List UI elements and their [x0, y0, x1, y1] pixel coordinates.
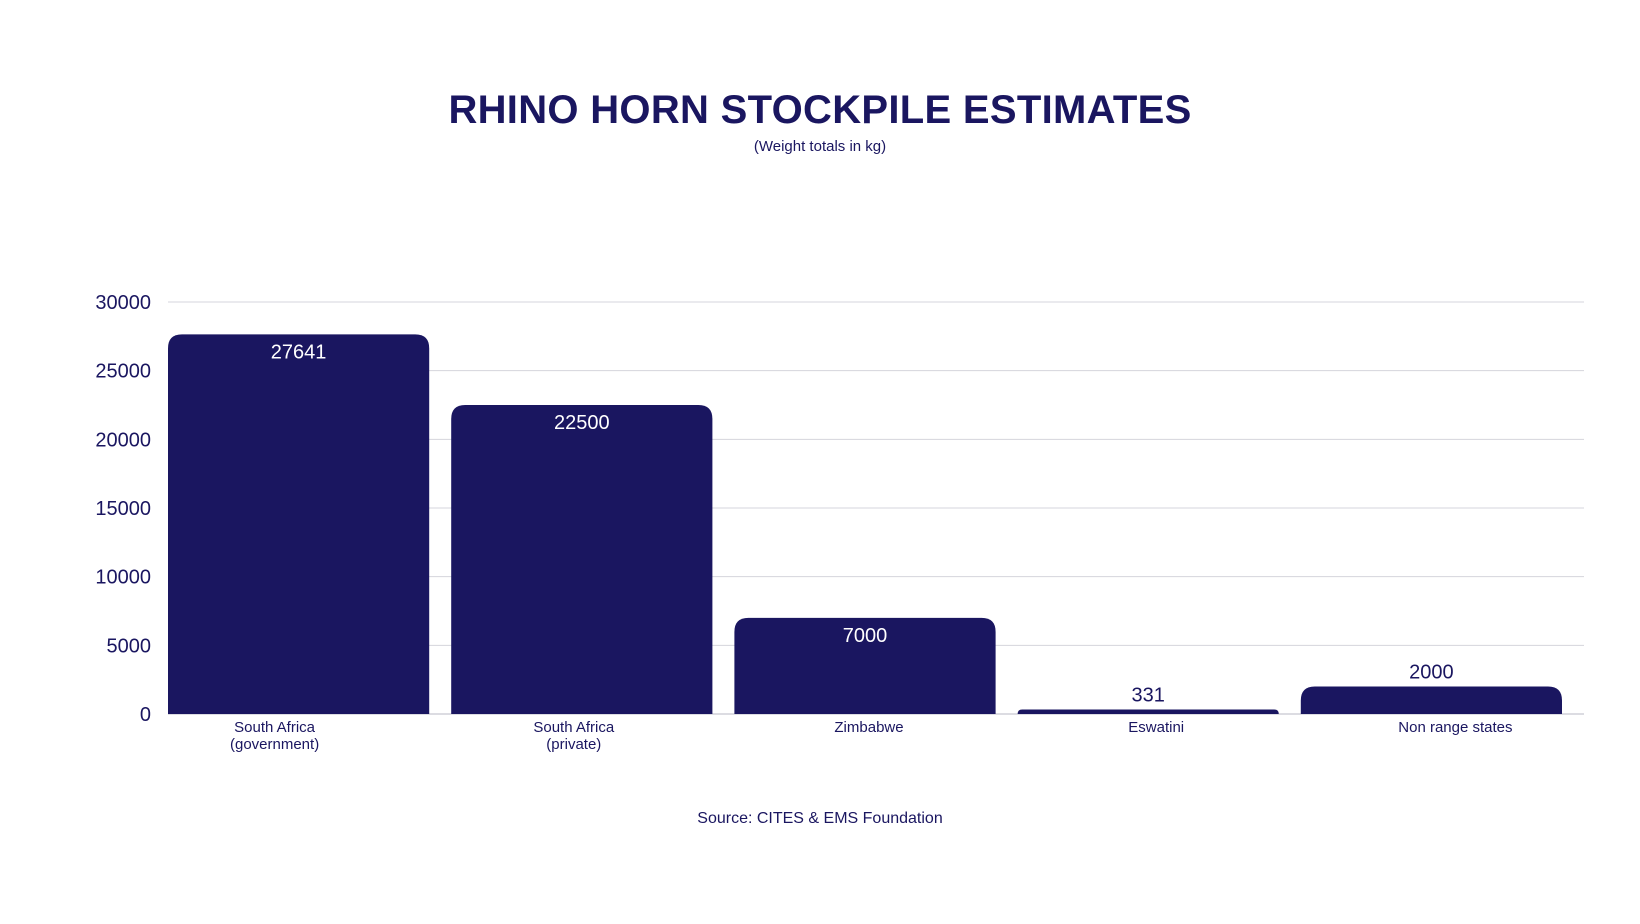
y-axis-ticks: 0 5000 10000 15000 20000 25000 30000 — [95, 292, 151, 726]
y-tick-label: 15000 — [95, 498, 151, 520]
bars — [168, 334, 1562, 714]
bar — [1300, 686, 1562, 714]
x-category-label: Non range states — [1398, 719, 1512, 736]
bar — [734, 617, 996, 714]
value-labels: 27641 22500 7000 331 2000 — [271, 341, 1454, 706]
y-tick-label: 25000 — [95, 361, 151, 383]
y-tick-label: 0 — [140, 704, 151, 726]
y-tick-label: 10000 — [95, 567, 151, 589]
y-tick-label: 20000 — [95, 429, 151, 451]
bar — [1017, 709, 1279, 714]
y-tick-label: 30000 — [95, 292, 151, 314]
x-category-label: Zimbabwe — [834, 719, 903, 736]
x-axis-categories: South Africa (government) South Africa (pri… — [230, 719, 1513, 753]
value-label: 7000 — [843, 625, 888, 647]
chart-subtitle: (Weight totals in kg) — [753, 138, 887, 155]
x-category-label: South Africa (private) — [533, 719, 615, 753]
bar — [168, 334, 430, 714]
x-category-label: Eswatini — [1128, 719, 1184, 736]
value-label: 27641 — [271, 341, 327, 363]
value-label: 22500 — [554, 412, 610, 434]
x-category-label: South Africa (government) — [230, 719, 319, 753]
bar — [451, 405, 713, 714]
value-label: 2000 — [1409, 662, 1454, 684]
y-tick-label: 5000 — [107, 635, 152, 657]
value-label: 331 — [1132, 684, 1165, 706]
chart-title: RHINO HORN STOCKPILE ESTIMATES — [448, 88, 1192, 132]
chart-source: Source: CITES & EMS Foundation — [697, 810, 943, 827]
